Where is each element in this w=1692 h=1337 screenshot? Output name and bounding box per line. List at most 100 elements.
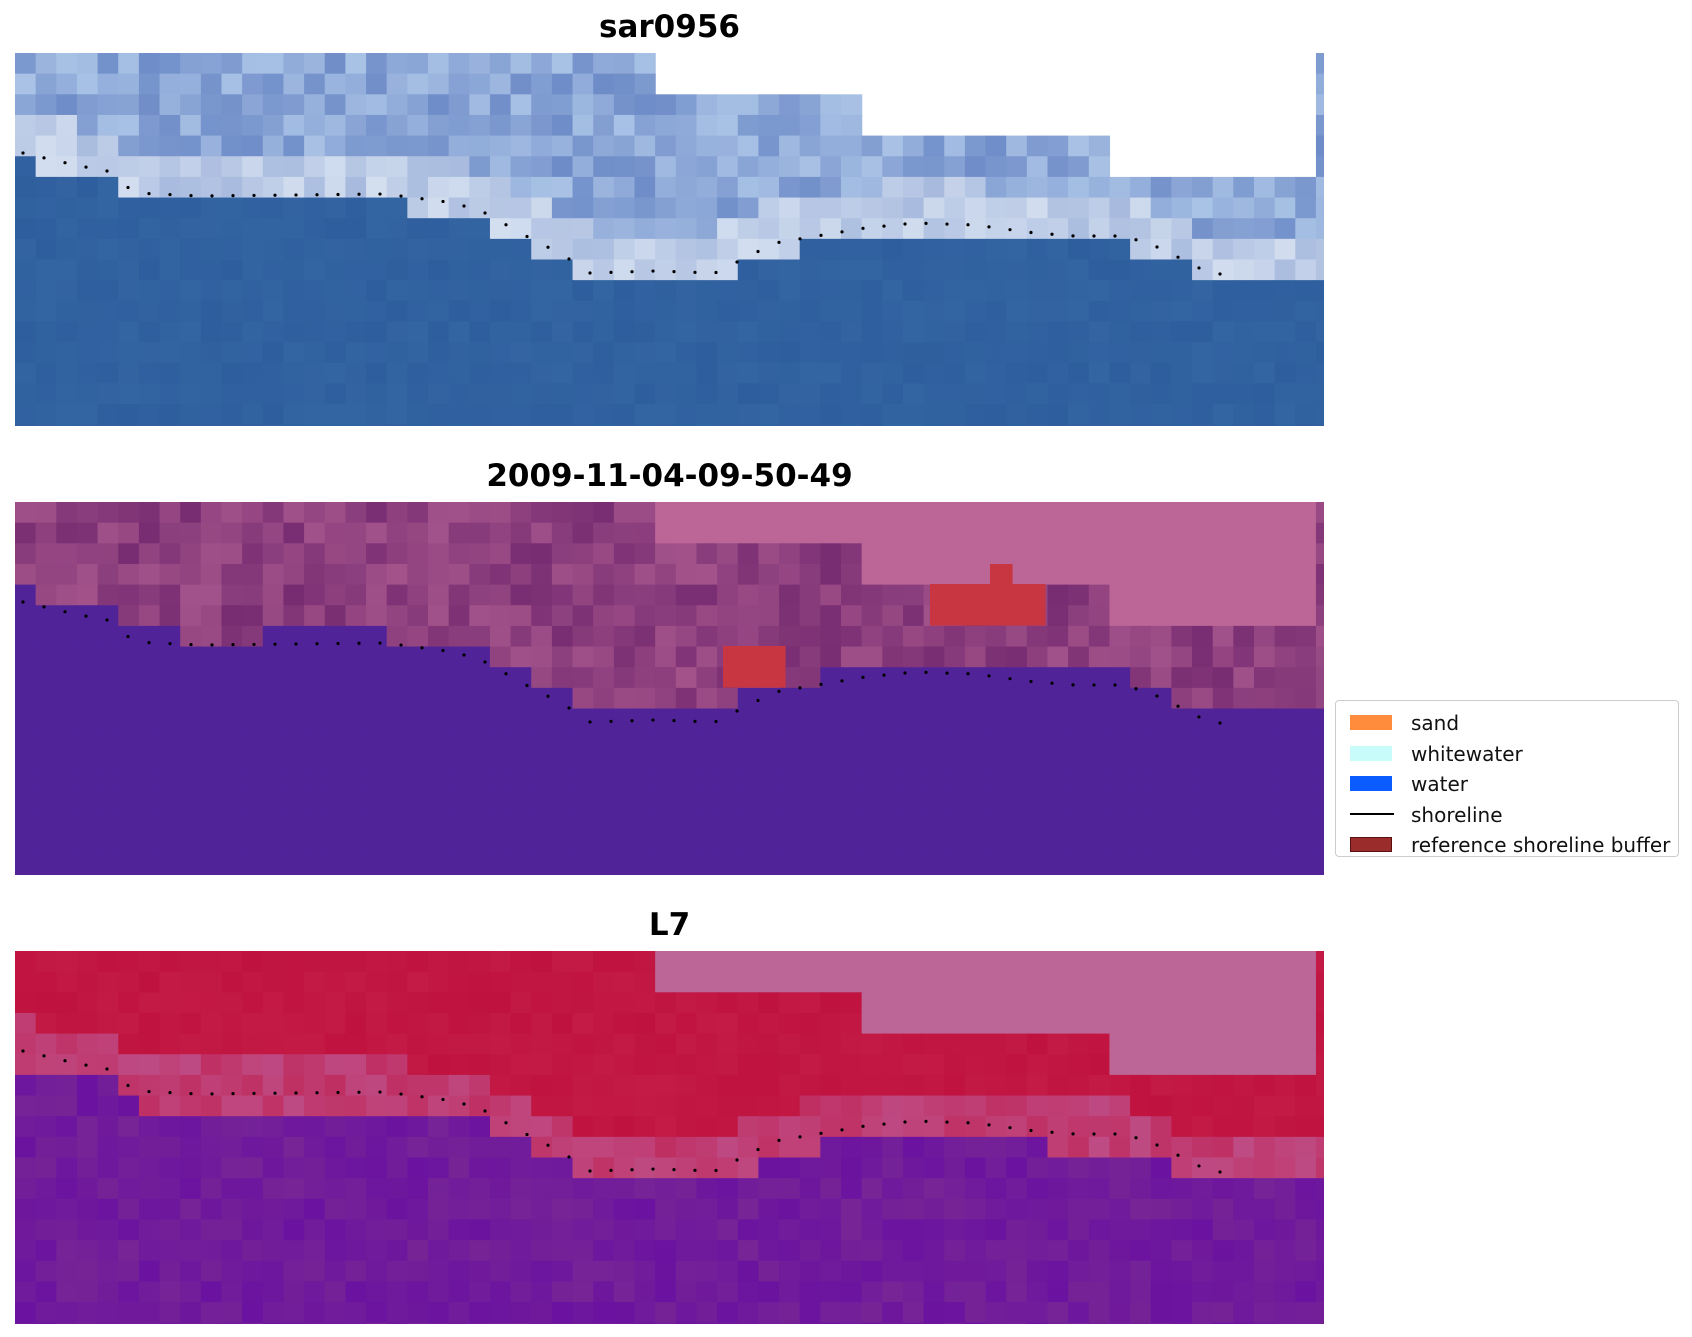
image-pixel	[366, 424, 388, 426]
image-pixel	[35, 94, 57, 116]
land-pixel	[56, 502, 78, 524]
index-pixel	[717, 1219, 739, 1241]
image-pixel	[902, 342, 925, 364]
water-pixel	[531, 791, 553, 813]
nodata-pixel	[841, 971, 863, 993]
index-pixel	[1109, 1095, 1131, 1117]
index-pixel	[572, 1322, 594, 1324]
index-pixel	[345, 1302, 367, 1324]
image-pixel	[15, 424, 37, 426]
nodata-pixel	[1130, 584, 1152, 606]
image-pixel	[262, 218, 285, 240]
index-pixel	[510, 951, 532, 973]
image-pixel	[861, 321, 883, 343]
index-pixel	[118, 1240, 140, 1262]
index-pixel	[1109, 1178, 1131, 1200]
water-pixel	[1233, 749, 1255, 772]
index-pixel	[1233, 1198, 1255, 1221]
index-pixel	[56, 951, 78, 973]
index-pixel	[345, 1260, 367, 1282]
index-pixel	[304, 992, 326, 1014]
water-pixel	[386, 853, 408, 875]
image-pixel	[779, 176, 801, 199]
nodata-pixel	[1047, 543, 1069, 565]
water-pixel	[15, 646, 37, 668]
water-pixel	[1274, 853, 1296, 875]
water-pixel	[944, 749, 966, 772]
index-pixel	[489, 1136, 512, 1159]
index-pixel	[262, 1074, 285, 1097]
index-pixel	[159, 1095, 181, 1117]
water-pixel	[861, 791, 883, 813]
water-pixel	[15, 729, 37, 751]
image-pixel	[159, 176, 181, 199]
nodata-pixel	[1068, 563, 1090, 586]
index-pixel	[1150, 1074, 1172, 1097]
image-pixel	[1006, 383, 1028, 405]
index-pixel	[428, 1095, 450, 1117]
image-pixel	[820, 280, 842, 302]
water-pixel	[469, 708, 491, 730]
land-pixel	[324, 563, 346, 586]
index-pixel	[15, 1322, 37, 1324]
land-pixel	[97, 584, 119, 606]
image-pixel	[655, 424, 677, 426]
nodata-pixel	[944, 971, 966, 993]
index-pixel	[1315, 1178, 1324, 1200]
shoreline-point	[483, 660, 487, 664]
nodata-pixel	[1150, 522, 1172, 544]
land-pixel	[944, 625, 966, 648]
shoreline-point	[882, 673, 886, 677]
image-pixel	[510, 321, 532, 343]
image-pixel	[572, 197, 594, 219]
index-pixel	[159, 1322, 181, 1324]
image-pixel	[448, 424, 470, 426]
nodata-pixel	[1047, 971, 1069, 993]
image-pixel	[159, 404, 181, 426]
nodata-pixel	[1212, 563, 1234, 586]
land-pixel	[985, 625, 1007, 648]
index-pixel	[15, 1116, 37, 1138]
image-pixel	[1130, 404, 1152, 426]
image-pixel	[242, 259, 264, 281]
image-pixel	[1068, 383, 1090, 405]
index-pixel	[262, 1054, 285, 1076]
water-pixel	[985, 708, 1007, 730]
shoreline-point	[399, 643, 403, 647]
image-pixel	[841, 424, 863, 426]
image-pixel	[76, 259, 99, 281]
index-pixel	[944, 1095, 966, 1117]
index-pixel	[841, 1219, 863, 1241]
water-pixel	[1088, 667, 1111, 689]
index-pixel	[407, 1033, 429, 1055]
nodata-pixel	[1150, 543, 1172, 565]
land-pixel	[696, 584, 718, 606]
image-pixel	[964, 156, 987, 178]
index-pixel	[345, 1198, 367, 1221]
water-pixel	[200, 646, 223, 668]
image-pixel	[469, 383, 491, 405]
index-pixel	[200, 1157, 223, 1179]
nodata-pixel	[964, 522, 987, 544]
image-pixel	[593, 114, 615, 137]
land-pixel	[200, 584, 223, 606]
land-pixel	[696, 667, 718, 689]
index-pixel	[15, 1240, 37, 1262]
image-pixel	[882, 424, 904, 426]
image-pixel	[15, 218, 37, 240]
index-pixel	[675, 1074, 698, 1097]
land-pixel	[345, 563, 367, 586]
image-pixel	[861, 259, 883, 281]
index-pixel	[200, 951, 223, 973]
nodata-pixel	[985, 951, 1007, 973]
image-pixel	[180, 156, 202, 178]
water-pixel	[76, 749, 99, 772]
land-pixel	[159, 563, 181, 586]
nodata-pixel	[1254, 522, 1276, 544]
image-pixel	[159, 197, 181, 219]
image-pixel	[1274, 424, 1296, 426]
index-pixel	[964, 1074, 987, 1097]
index-pixel	[1274, 1322, 1296, 1324]
index-pixel	[200, 1178, 223, 1200]
nodata-pixel	[1130, 992, 1152, 1014]
